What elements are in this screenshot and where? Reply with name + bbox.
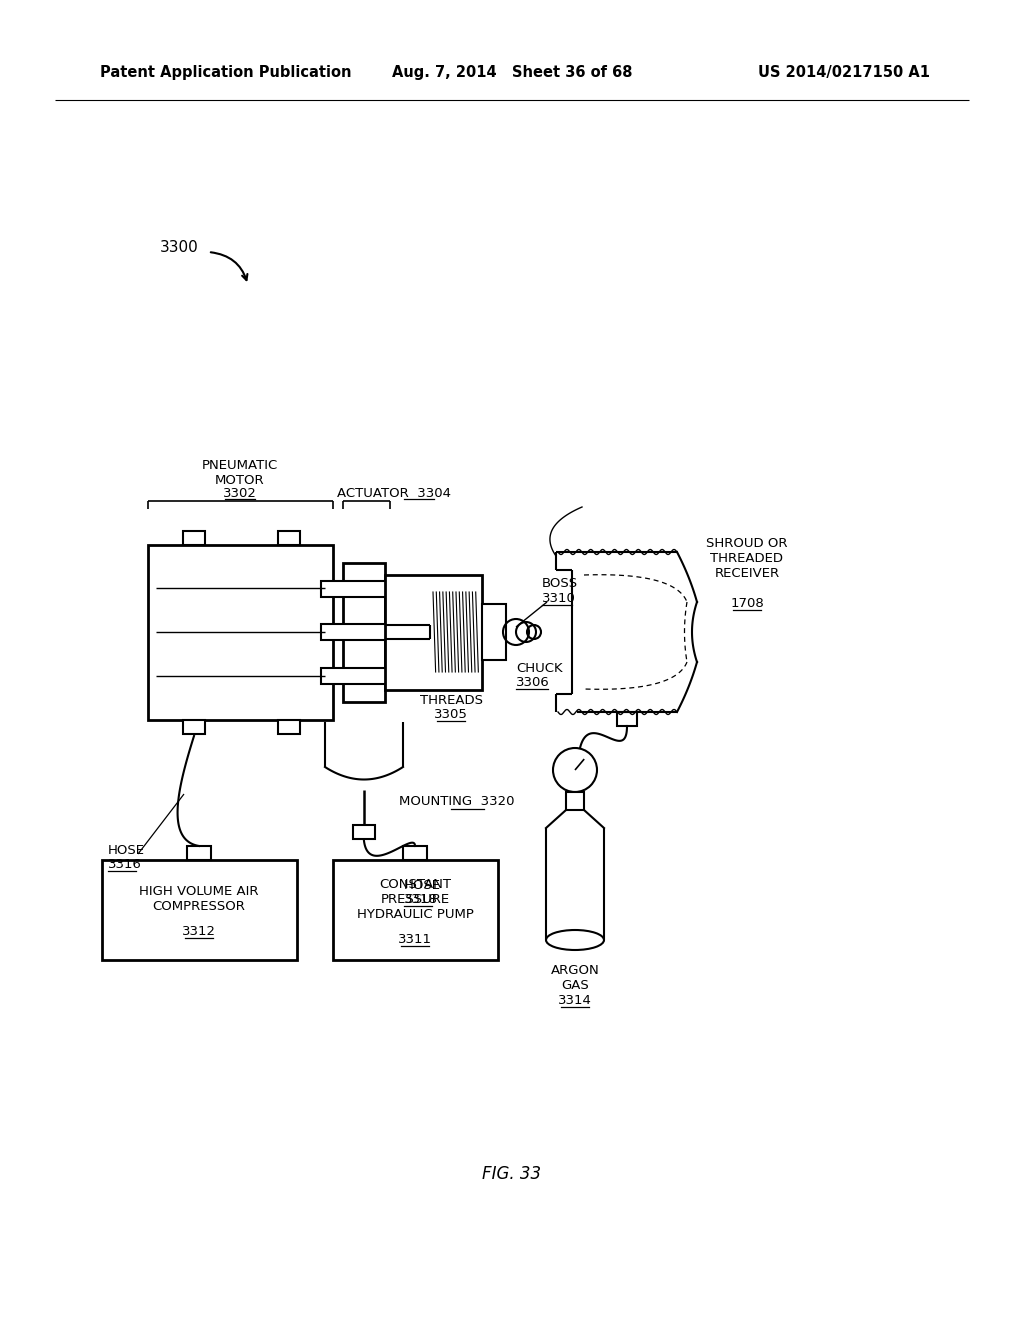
Bar bbox=[278, 719, 300, 734]
Bar bbox=[353, 825, 375, 840]
Text: 1708: 1708 bbox=[730, 597, 764, 610]
Ellipse shape bbox=[546, 931, 604, 950]
Bar bbox=[403, 846, 427, 861]
Text: HOSE: HOSE bbox=[404, 879, 441, 892]
Text: CONSTANT
PRESSURE
HYDRAULIC PUMP: CONSTANT PRESSURE HYDRAULIC PUMP bbox=[356, 878, 473, 921]
Bar bbox=[321, 581, 407, 597]
Bar bbox=[343, 564, 385, 702]
Text: 3314: 3314 bbox=[558, 994, 592, 1007]
Text: HOSE: HOSE bbox=[108, 843, 145, 857]
Bar bbox=[333, 861, 498, 960]
Bar bbox=[102, 861, 297, 960]
Text: MOUNTING  3320: MOUNTING 3320 bbox=[399, 795, 514, 808]
Text: 3300: 3300 bbox=[160, 240, 199, 256]
Text: Patent Application Publication: Patent Application Publication bbox=[100, 65, 351, 79]
Bar bbox=[617, 711, 637, 726]
Text: ACTUATOR  3304: ACTUATOR 3304 bbox=[337, 487, 451, 500]
Text: 3310: 3310 bbox=[542, 591, 575, 605]
Text: 3305: 3305 bbox=[434, 708, 468, 721]
Bar bbox=[482, 605, 506, 660]
Bar bbox=[321, 668, 407, 684]
Text: SHROUD OR
THREADED
RECEIVER: SHROUD OR THREADED RECEIVER bbox=[707, 537, 787, 579]
Bar bbox=[566, 792, 584, 810]
Text: 3312: 3312 bbox=[182, 925, 216, 939]
Text: 3306: 3306 bbox=[516, 676, 550, 689]
Bar bbox=[278, 531, 300, 545]
Text: CHUCK: CHUCK bbox=[516, 663, 562, 675]
Text: PNEUMATIC
MOTOR: PNEUMATIC MOTOR bbox=[202, 459, 279, 487]
Bar bbox=[321, 624, 407, 640]
Text: 3302: 3302 bbox=[223, 487, 257, 500]
Text: HIGH VOLUME AIR
COMPRESSOR: HIGH VOLUME AIR COMPRESSOR bbox=[139, 884, 259, 913]
Text: THREADS: THREADS bbox=[420, 694, 482, 708]
Bar bbox=[148, 545, 333, 719]
Bar bbox=[385, 576, 482, 690]
Text: ARGON
GAS: ARGON GAS bbox=[551, 964, 599, 993]
Text: 3316: 3316 bbox=[108, 858, 142, 871]
Text: BOSS: BOSS bbox=[542, 577, 579, 590]
Text: 3318: 3318 bbox=[404, 894, 438, 906]
Bar bbox=[183, 531, 205, 545]
Bar bbox=[430, 591, 482, 672]
Bar bbox=[183, 719, 205, 734]
Bar bbox=[187, 846, 211, 861]
Text: 3311: 3311 bbox=[398, 933, 432, 946]
Text: FIG. 33: FIG. 33 bbox=[482, 1166, 542, 1183]
Text: US 2014/0217150 A1: US 2014/0217150 A1 bbox=[758, 65, 930, 79]
Text: Aug. 7, 2014   Sheet 36 of 68: Aug. 7, 2014 Sheet 36 of 68 bbox=[392, 65, 632, 79]
